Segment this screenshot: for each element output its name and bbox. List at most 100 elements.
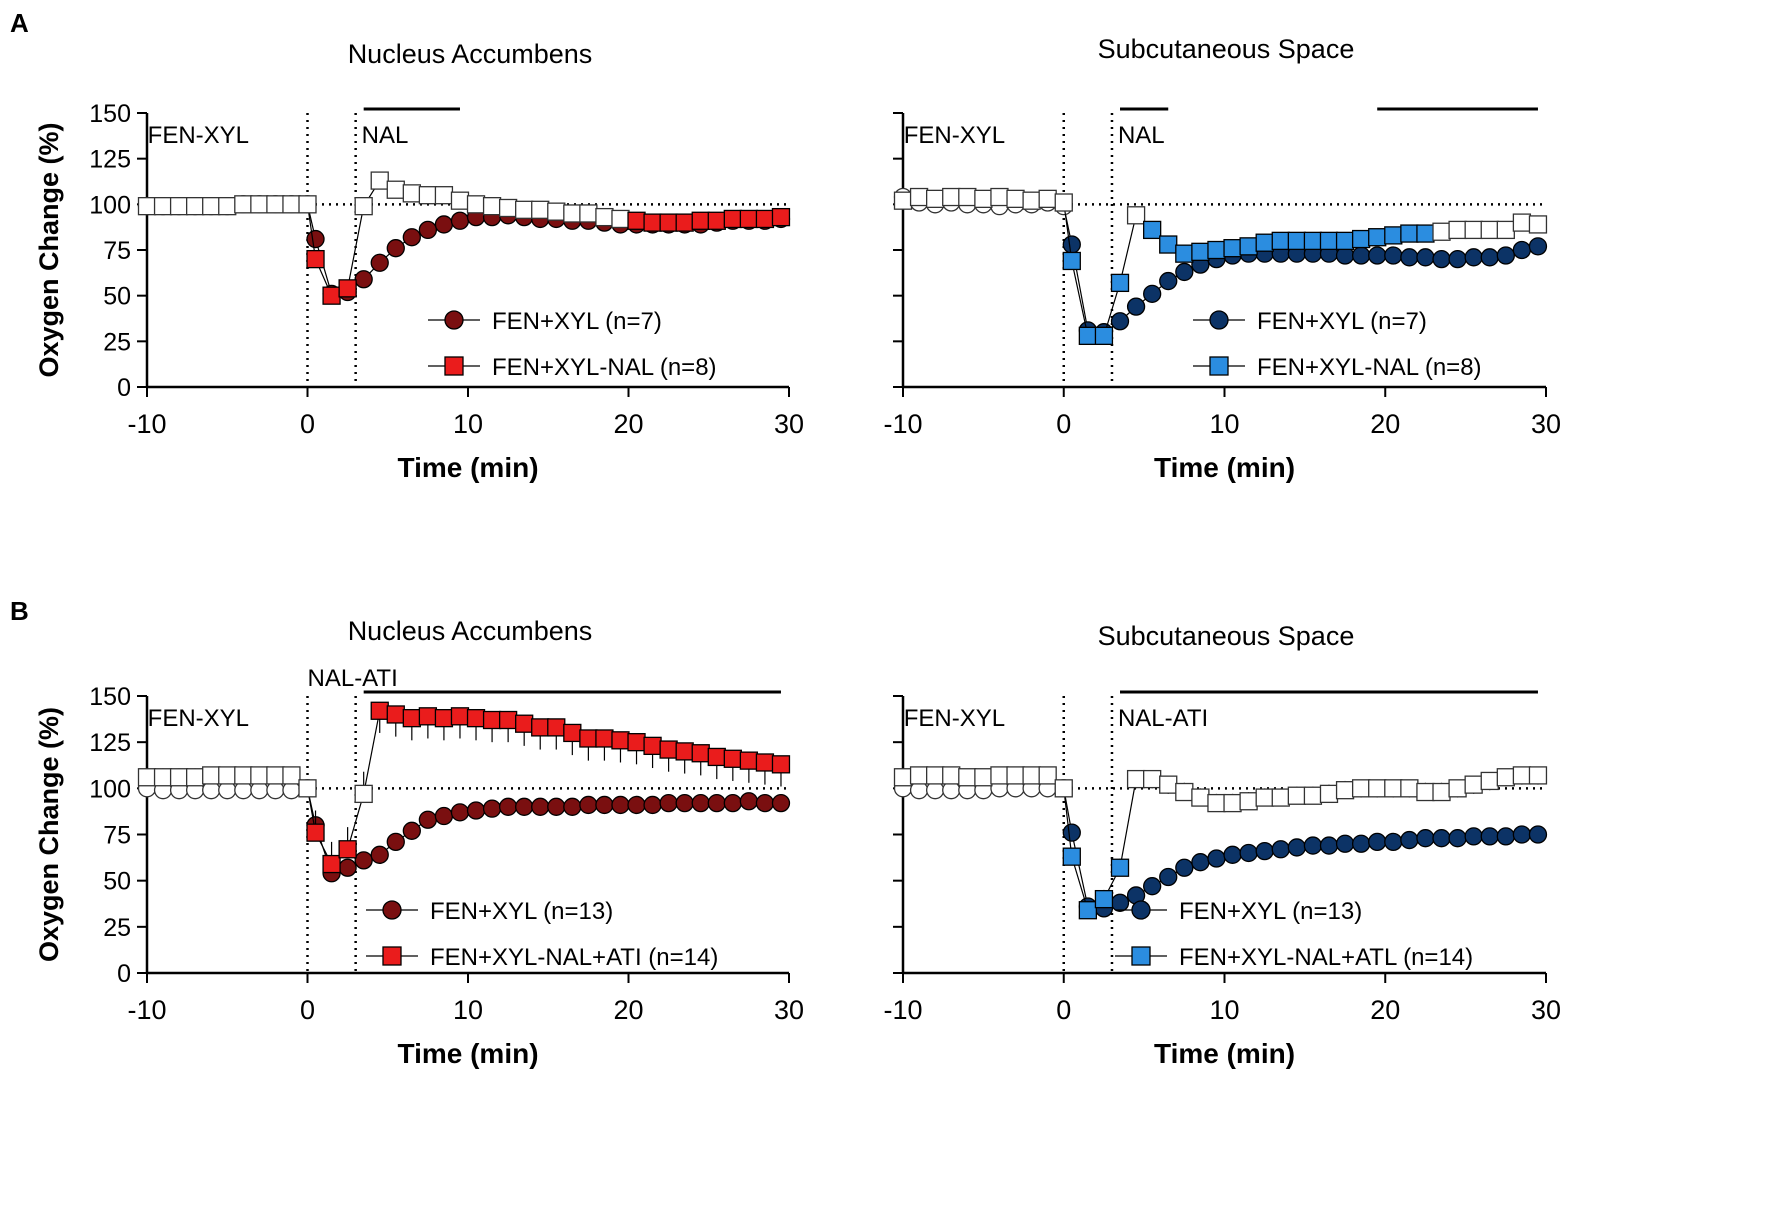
data-point (1400, 830, 1419, 850)
data-point (218, 766, 237, 785)
y-tick-label: 75 (103, 237, 131, 265)
data-point (579, 729, 598, 748)
legend-entry: FEN+XYL-NAL (n=8) (428, 354, 717, 381)
data-point (1464, 248, 1483, 267)
y-axis-label: Oxygen Change (%) (34, 122, 64, 377)
legend-label: FEN+XYL (n=7) (1257, 308, 1427, 335)
data-point (1480, 771, 1499, 791)
data-point (1239, 792, 1258, 811)
data-point (1368, 246, 1387, 265)
data-point (1110, 858, 1130, 877)
data-point (1094, 889, 1114, 909)
data-point (1448, 829, 1467, 848)
data-point (1448, 779, 1467, 798)
data-point (1287, 786, 1306, 805)
data-point (185, 197, 205, 216)
data-point (1110, 312, 1130, 331)
data-point (723, 793, 742, 813)
x-tick-label: -10 (883, 409, 922, 439)
data-point (547, 202, 566, 221)
data-point (1384, 779, 1403, 798)
data-point (1207, 793, 1226, 813)
data-point (386, 832, 405, 852)
data-point (1319, 784, 1339, 804)
data-point (185, 768, 205, 787)
data-point (402, 184, 421, 203)
data-point (482, 197, 502, 216)
y-tick-label: 150 (89, 683, 131, 711)
x-tick-label: 10 (1209, 995, 1239, 1025)
event-label-fen-xyl: FEN-XYL (904, 122, 1005, 149)
data-point (1303, 786, 1323, 805)
data-point (611, 209, 630, 229)
legend-entry: FEN+XYL (n=7) (1193, 308, 1427, 335)
data-point (1416, 829, 1435, 848)
data-point (926, 766, 945, 785)
data-point (723, 749, 742, 768)
data-point (1400, 224, 1419, 243)
legend-marker (1131, 900, 1151, 920)
data-point (306, 249, 325, 269)
data-point (926, 189, 945, 209)
data-point (282, 766, 301, 785)
x-axis-label: Time (min) (1154, 452, 1295, 483)
y-tick-label: 125 (89, 729, 131, 757)
data-point (675, 742, 694, 761)
series-fen-xyl-nal (893, 766, 1548, 920)
series-fen-xyl-nal (893, 187, 1548, 346)
x-tick-label: 20 (613, 995, 643, 1025)
data-point (1062, 823, 1081, 842)
legend-entry: FEN+XYL-NAL+ATL (n=14) (1115, 944, 1473, 971)
data-point (202, 197, 221, 216)
x-tick-label: 30 (1531, 995, 1561, 1025)
data-point (691, 744, 710, 763)
data-point (990, 766, 1009, 785)
data-point (202, 766, 221, 785)
data-point (482, 710, 502, 730)
data-point (1175, 782, 1194, 802)
x-tick-label: 10 (453, 409, 483, 439)
data-point (1022, 191, 1041, 210)
data-point (450, 803, 470, 822)
chart-title: Subcutaneous Space (1098, 621, 1355, 651)
data-point (498, 797, 518, 816)
data-point (707, 747, 726, 767)
legend-entry: FEN+XYL (n=13) (366, 898, 613, 925)
data-point (1126, 206, 1146, 225)
x-axis-label: Time (min) (397, 1038, 538, 1069)
y-tick-label: 150 (89, 100, 131, 128)
data-point (1448, 220, 1467, 240)
data-point (137, 768, 157, 787)
panel-label-b: B (10, 596, 29, 626)
event-label-fen-xyl: FEN-XYL (148, 122, 249, 149)
data-point (659, 213, 678, 232)
data-point (771, 755, 791, 774)
data-point (1368, 832, 1387, 852)
legend-label: FEN+XYL (n=13) (430, 898, 613, 925)
data-point (386, 705, 405, 724)
x-tick-label: 30 (774, 409, 804, 439)
data-point (1303, 231, 1323, 251)
data-point (1062, 251, 1081, 271)
data-point (1287, 838, 1306, 857)
data-point (1480, 220, 1499, 240)
x-tick-label: 30 (774, 995, 804, 1025)
data-point (322, 286, 341, 305)
data-point (1022, 766, 1041, 785)
data-point (1094, 326, 1114, 346)
data-point (1464, 775, 1483, 794)
data-point (386, 180, 405, 199)
data-point (643, 795, 662, 815)
y-tick-label: 25 (103, 328, 131, 356)
x-tick-label: 0 (300, 995, 315, 1025)
data-point (338, 858, 357, 877)
data-point (1480, 827, 1499, 846)
data-point (1335, 781, 1355, 800)
data-point (1528, 766, 1548, 785)
data-point (893, 768, 913, 787)
data-point (418, 186, 438, 205)
data-point (1319, 836, 1339, 855)
data-point (1223, 793, 1242, 813)
data-point (1416, 248, 1435, 267)
data-point (234, 195, 253, 214)
